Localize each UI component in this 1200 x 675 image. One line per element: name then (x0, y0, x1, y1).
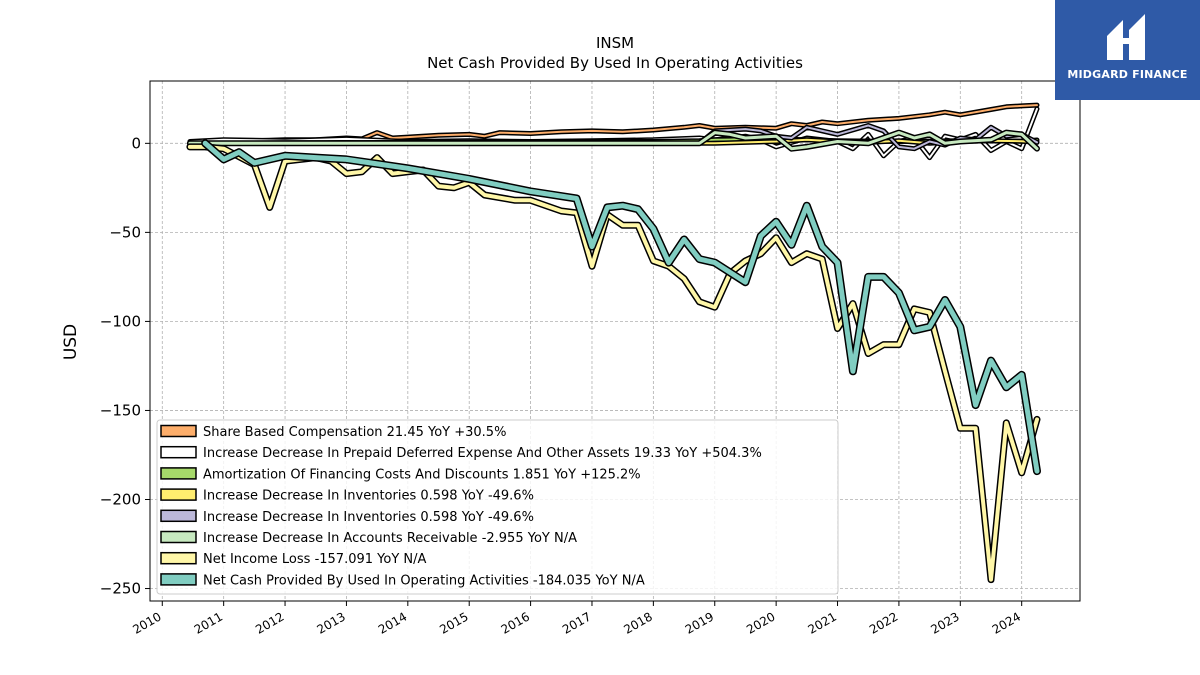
legend-label: Increase Decrease In Inventories 0.598 Y… (203, 510, 534, 525)
legend-label: Share Based Compensation 21.45 YoY +30.5… (203, 425, 506, 440)
legend-label: Net Income Loss -157.091 YoY N/A (203, 552, 426, 567)
series-line (202, 140, 1040, 474)
legend-label: Net Cash Provided By Used In Operating A… (203, 573, 645, 588)
logo-text: MIDGARD FINANCE (1067, 68, 1188, 81)
x-tick-label: 2013 (314, 609, 347, 636)
legend-swatch (160, 551, 197, 565)
y-tick-label: −100 (100, 312, 141, 330)
x-tick-label: 2017 (560, 609, 593, 636)
x-tick-label: 2023 (928, 609, 961, 636)
legend-swatch (160, 488, 197, 501)
series-line (188, 131, 1039, 151)
legend-label: Amortization Of Financing Costs And Disc… (203, 467, 641, 482)
x-tick-label: 2015 (437, 609, 470, 636)
series-line (187, 144, 1039, 582)
legend-label: Increase Decrease In Accounts Receivable… (203, 531, 577, 546)
x-tick-label: 2021 (806, 609, 839, 636)
x-tick-label: 2020 (744, 609, 777, 636)
x-tick-label: 2022 (867, 609, 900, 636)
legend-swatch (160, 530, 197, 544)
legend-swatch (160, 445, 197, 459)
legend-box (156, 419, 839, 595)
y-tick-label: −200 (100, 490, 141, 508)
x-tick-label: 2011 (192, 609, 225, 636)
legend-swatch (160, 467, 197, 480)
legend-swatch (160, 424, 197, 438)
series-5 (186, 129, 1040, 152)
legend-swatch (160, 573, 197, 586)
x-tick-label: 2010 (130, 609, 163, 636)
chart-title: INSM (596, 34, 634, 52)
y-tick-label: −50 (109, 223, 141, 241)
legend-label: Increase Decrease In Prepaid Deferred Ex… (203, 446, 762, 461)
x-tick-label: 2018 (621, 609, 654, 636)
series-6 (186, 143, 1041, 584)
logo-mark-icon (1107, 14, 1145, 60)
legend-swatch (160, 509, 197, 523)
y-tick-label: 0 (131, 134, 141, 152)
series-7 (201, 139, 1041, 476)
chart-subtitle: Net Cash Provided By Used In Operating A… (427, 54, 803, 72)
x-tick-label: 2024 (990, 609, 1023, 636)
y-tick-label: −250 (100, 580, 141, 598)
plot-area (186, 102, 1041, 584)
legend: Share Based Compensation 21.45 YoY +30.5… (156, 419, 839, 595)
legend-label: Increase Decrease In Inventories 0.598 Y… (203, 489, 534, 504)
x-tick-label: 2019 (683, 609, 716, 636)
y-tick-label: −150 (100, 401, 141, 419)
x-tick-label: 2012 (253, 609, 286, 636)
x-tick-label: 2014 (376, 609, 409, 636)
plot-frame (149, 80, 1081, 602)
y-axis-label: USD (61, 324, 81, 360)
logo: MIDGARD FINANCE (1055, 0, 1200, 100)
x-tick-label: 2016 (499, 609, 532, 636)
